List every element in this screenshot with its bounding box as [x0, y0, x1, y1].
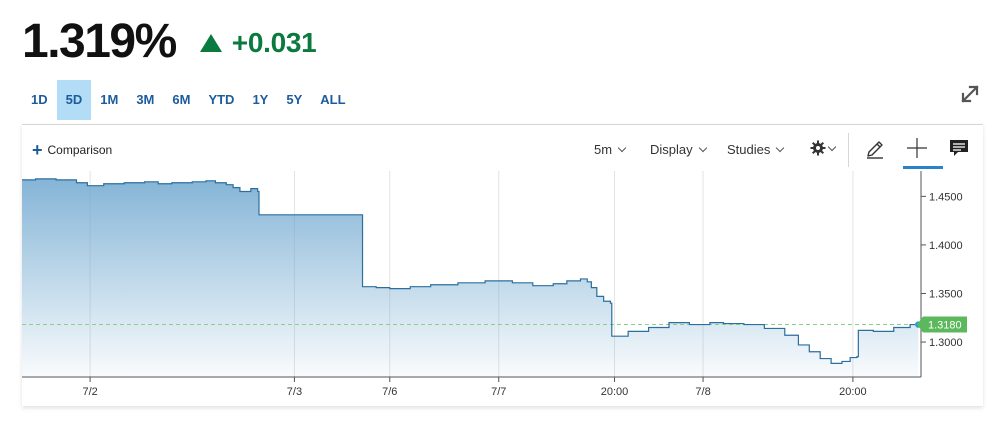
- interval-label: 5m: [594, 142, 613, 157]
- comparison-label: Comparison: [47, 143, 113, 157]
- x-tick-label: 7/7: [491, 386, 506, 398]
- range-button-6m[interactable]: 6M: [172, 92, 191, 107]
- change-block: +0.031: [199, 27, 317, 59]
- range-button-5y[interactable]: 5Y: [286, 92, 303, 107]
- range-button-1y[interactable]: 1Y: [252, 92, 269, 107]
- x-tick-label: 7/6: [382, 386, 397, 398]
- comparison-button[interactable]: + Comparison: [32, 140, 113, 160]
- chevron-down-icon: [827, 142, 837, 151]
- expand-icon[interactable]: [958, 82, 982, 106]
- x-tick-label: 7/2: [82, 386, 97, 398]
- y-tick-label: 1.4500: [929, 191, 963, 203]
- studies-dropdown[interactable]: Studies: [727, 142, 785, 157]
- quote-header: 1.319% +0.031: [22, 14, 317, 70]
- y-tick-label: 1.3500: [929, 288, 963, 300]
- plus-icon: +: [32, 140, 43, 160]
- range-button-3m[interactable]: 3M: [136, 92, 155, 107]
- gear-icon: [810, 140, 826, 156]
- studies-label: Studies: [727, 142, 771, 157]
- settings-dropdown[interactable]: [810, 140, 837, 156]
- range-button-all[interactable]: ALL: [320, 92, 346, 107]
- change-value: +0.031: [231, 27, 317, 58]
- range-button-1d[interactable]: 1D: [31, 92, 48, 107]
- y-tick-label: 1.4000: [929, 240, 963, 252]
- last-price: 1.319%: [22, 15, 177, 68]
- last-value-tag: [917, 316, 967, 333]
- x-tick-label: 20:00: [601, 386, 629, 398]
- time-range-selector: 1D 5D 1M 3M 6M YTD 1Y 5Y ALL: [22, 80, 355, 120]
- comment-icon[interactable]: [949, 139, 969, 157]
- price-area: [22, 178, 919, 377]
- price-chart[interactable]: 1.4500 1.4000 1.3500 1.3000 7/2 7/3 7/6 7/7 20:0…: [22, 171, 983, 407]
- interval-dropdown[interactable]: 5m: [594, 142, 627, 157]
- price-line: [22, 178, 919, 365]
- pencil-icon[interactable]: [865, 139, 885, 159]
- x-tick-label: 20:00: [839, 386, 867, 398]
- range-button-ytd[interactable]: YTD: [208, 92, 235, 107]
- range-button-1m[interactable]: 1M: [100, 92, 119, 107]
- display-label: Display: [650, 142, 693, 157]
- y-tick-label: 1.3000: [929, 337, 963, 349]
- last-value-label: 1.3180: [928, 320, 962, 332]
- up-triangle-icon: [199, 34, 222, 52]
- chevron-down-icon: [776, 143, 785, 153]
- display-dropdown[interactable]: Display: [650, 142, 707, 157]
- range-button-5d[interactable]: 5D: [56, 80, 92, 120]
- crosshair-icon[interactable]: [906, 137, 928, 159]
- chevron-down-icon: [617, 143, 627, 153]
- chart-toolbar: + Comparison 5m Display Studies: [22, 125, 983, 171]
- toolbar-divider: [848, 133, 849, 167]
- x-tick-label: 7/3: [287, 386, 302, 398]
- chart-panel: + Comparison 5m Display Studies: [22, 124, 983, 406]
- x-tick-label: 7/8: [695, 386, 710, 398]
- active-tool-indicator: [903, 166, 943, 169]
- chevron-down-icon: [698, 143, 707, 153]
